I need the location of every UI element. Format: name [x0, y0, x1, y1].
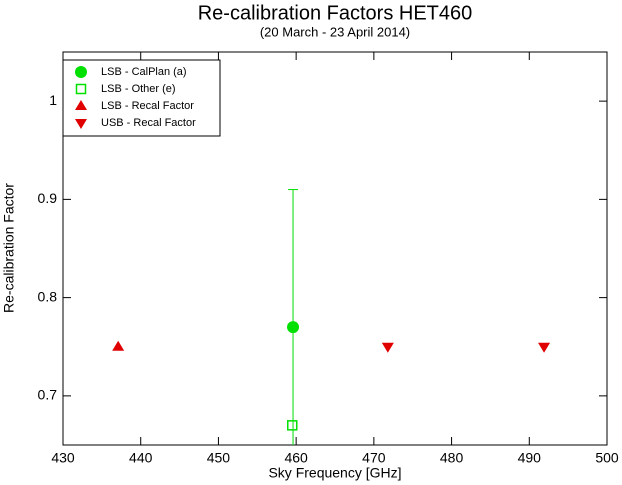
x-tick-label: 430 — [51, 450, 75, 466]
legend-marker — [75, 66, 87, 78]
x-tick-label: 470 — [362, 450, 386, 466]
legend-marker — [75, 119, 87, 129]
y-tick-label: 0.7 — [38, 387, 58, 403]
x-tick-label: 500 — [595, 450, 619, 466]
x-tick-label: 490 — [518, 450, 542, 466]
point — [381, 342, 394, 353]
legend-marker — [75, 83, 87, 95]
x-tick-label: 440 — [129, 450, 153, 466]
x-axis-label: Sky Frequency [GHz] — [268, 465, 401, 481]
point — [287, 321, 300, 334]
legend-label: LSB - Recal Factor — [101, 100, 194, 112]
legend-label: LSB - Other (e) — [101, 83, 176, 95]
legend-box — [62, 59, 221, 137]
point — [287, 420, 298, 431]
x-tick-label: 480 — [440, 450, 464, 466]
y-axis-label: Re-calibration Factor — [1, 183, 17, 313]
y-tick-label: 0.9 — [38, 190, 58, 206]
point — [112, 340, 125, 351]
plot-frame — [62, 51, 608, 446]
legend-label: LSB - CalPlan (a) — [101, 66, 187, 78]
legend-label: USB - Recal Factor — [101, 117, 196, 129]
plot-area — [112, 189, 551, 445]
y-tick-label: 0.8 — [38, 288, 58, 304]
chart-title: Re-calibration Factors HET460 — [198, 2, 473, 24]
point — [538, 342, 551, 353]
legend-marker — [75, 100, 87, 110]
x-tick-label: 460 — [284, 450, 308, 466]
chart-subtitle: (20 March - 23 April 2014) — [260, 24, 410, 39]
x-tick-label: 450 — [207, 450, 231, 466]
y-tick-label: 1 — [49, 92, 57, 108]
